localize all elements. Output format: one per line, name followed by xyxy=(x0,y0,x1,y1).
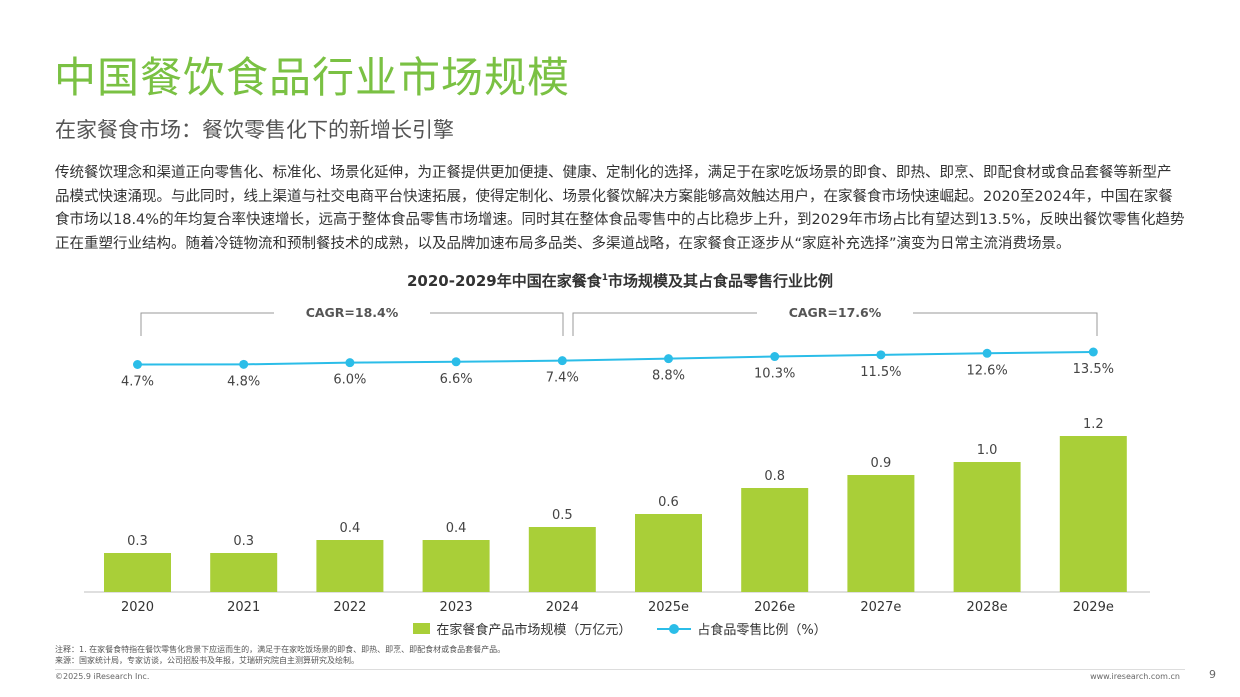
website-link[interactable]: www.iresearch.com.cn xyxy=(1090,672,1180,681)
share-point-2023 xyxy=(451,357,461,367)
cagr-bracket-right-1 xyxy=(430,312,564,336)
copyright: ©2025.9 iResearch Inc. xyxy=(55,672,150,681)
share-value-label-2022: 6.0% xyxy=(333,373,366,388)
bar-value-label-2025e: 0.6 xyxy=(658,495,679,510)
chart-title-tail: 市场规模及其占食品零售行业比例 xyxy=(607,272,833,290)
share-value-label-2026e: 10.3% xyxy=(754,367,795,382)
bar-value-label-2022: 0.4 xyxy=(340,521,361,536)
x-tick-label-2020: 2020 xyxy=(121,600,154,615)
cagr-bracket-left-1 xyxy=(140,312,274,336)
legend-item-market-size: 在家餐食产品市场规模（万亿元） xyxy=(413,619,631,638)
x-tick-label-2028e: 2028e xyxy=(967,600,1008,615)
chart-legend: 在家餐食产品市场规模（万亿元） 占食品零售比例（%） xyxy=(0,619,1240,638)
share-value-label-2023: 6.6% xyxy=(440,372,473,387)
legend-item-share: 占食品零售比例（%） xyxy=(657,619,827,638)
bar-value-label-2021: 0.3 xyxy=(233,534,254,549)
bar-2024 xyxy=(528,527,596,592)
bar-value-label-2020: 0.3 xyxy=(127,534,148,549)
x-tick-label-2029e: 2029e xyxy=(1073,600,1114,615)
share-value-label-2025e: 8.8% xyxy=(652,369,685,384)
share-point-2027e xyxy=(876,350,886,360)
cagr-label-1: CAGR=18.4% xyxy=(306,305,399,320)
bar-value-label-2024: 0.5 xyxy=(552,508,573,523)
x-tick-label-2023: 2023 xyxy=(440,600,473,615)
bar-2023 xyxy=(422,540,490,592)
chart-title: 2020-2029年中国在家餐食1市场规模及其占食品零售行业比例 xyxy=(0,270,1240,291)
cagr-label-2: CAGR=17.6% xyxy=(789,305,882,320)
footnote-note: 注释：1. 在家餐食特指在餐饮零售化背景下应运而生的，满足于在家吃饭场景的即食、… xyxy=(55,645,506,654)
bar-2021 xyxy=(210,553,278,592)
legend-label-share: 占食品零售比例（%） xyxy=(697,623,827,638)
bar-2022 xyxy=(316,540,384,592)
share-line xyxy=(137,351,1094,366)
share-point-2022 xyxy=(345,358,355,368)
share-point-2024 xyxy=(557,356,567,366)
share-point-2029e xyxy=(1088,347,1098,357)
description-paragraph: 传统餐饮理念和渠道正向零售化、标准化、场景化延伸，为正餐提供更加便捷、健康、定制… xyxy=(55,165,1185,252)
legend-line-swatch xyxy=(657,623,692,635)
x-tick-label-2025e: 2025e xyxy=(648,600,689,615)
share-point-2021 xyxy=(239,359,249,369)
bar-2028e xyxy=(953,462,1021,592)
x-tick-label-2027e: 2027e xyxy=(860,600,901,615)
page-title: 中国餐饮食品行业市场规模 xyxy=(54,53,571,102)
legend-label-market-size: 在家餐食产品市场规模（万亿元） xyxy=(436,623,632,638)
bar-2025e xyxy=(635,514,702,592)
share-value-label-2027e: 11.5% xyxy=(860,365,901,380)
footer-divider xyxy=(55,669,1185,670)
share-point-2025e xyxy=(664,354,673,364)
x-tick-label-2024: 2024 xyxy=(546,600,579,615)
bar-value-label-2023: 0.4 xyxy=(446,521,467,536)
share-point-2028e xyxy=(982,348,992,358)
cagr-bracket-right-2 xyxy=(913,312,1098,336)
bar-2027e xyxy=(847,475,915,592)
bar-2020 xyxy=(104,553,171,592)
legend-bar-swatch xyxy=(413,623,431,634)
bar-value-label-2029e: 1.2 xyxy=(1083,417,1104,432)
bar-value-label-2026e: 0.8 xyxy=(764,469,785,484)
share-value-label-2024: 7.4% xyxy=(546,371,579,386)
cagr-bracket-left-2 xyxy=(572,312,757,336)
chart-title-main: 2020-2029年中国在家餐食 xyxy=(406,272,602,290)
share-point-2026e xyxy=(770,352,780,362)
chart-title-footnote-mark: 1 xyxy=(601,273,608,283)
footnote-source: 来源：国家统计局，专家访谈，公司招股书及年报，艾瑞研究院自主测算研究及绘制。 xyxy=(55,656,359,665)
x-tick-label-2022: 2022 xyxy=(333,600,366,615)
share-value-label-2021: 4.8% xyxy=(227,374,260,389)
bar-2029e xyxy=(1059,436,1127,592)
x-tick-label-2026e: 2026e xyxy=(754,600,795,615)
share-value-label-2029e: 13.5% xyxy=(1073,362,1114,377)
share-value-label-2028e: 12.6% xyxy=(966,363,1007,378)
footnotes: 注释：1. 在家餐食特指在餐饮零售化背景下应运而生的，满足于在家吃饭场景的即食、… xyxy=(55,644,505,666)
share-point-2020 xyxy=(133,360,142,369)
bar-2026e xyxy=(741,488,809,592)
page-subtitle: 在家餐食市场：餐饮零售化下的新增长引擎 xyxy=(55,118,454,142)
x-tick-label-2021: 2021 xyxy=(227,600,260,615)
share-value-label-2020: 4.7% xyxy=(121,375,154,390)
bar-value-label-2027e: 0.9 xyxy=(871,456,892,471)
bar-value-label-2028e: 1.0 xyxy=(977,443,998,458)
page-number: 9 xyxy=(1209,668,1216,681)
